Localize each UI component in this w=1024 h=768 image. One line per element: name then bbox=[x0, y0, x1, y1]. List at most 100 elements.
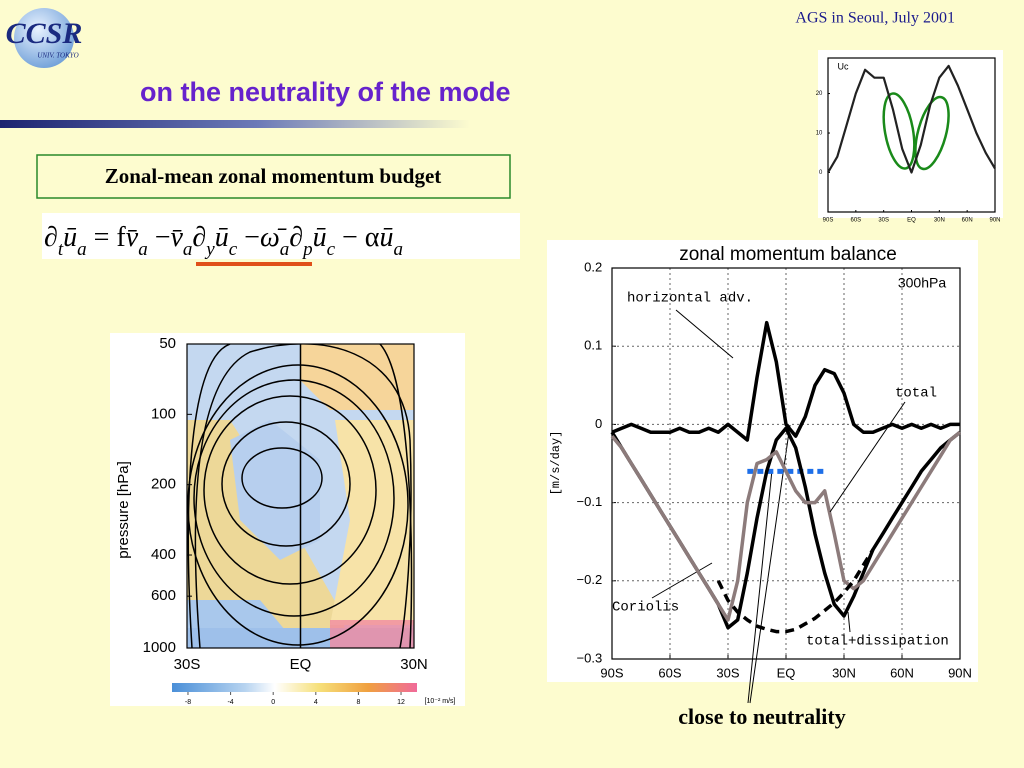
colorbar-tick-label: 12 bbox=[397, 699, 405, 706]
equation-subscript: a bbox=[77, 239, 87, 260]
contours bbox=[187, 344, 413, 648]
series-line bbox=[611, 320, 960, 442]
contour bbox=[194, 344, 412, 648]
equation-subscript: t bbox=[58, 239, 64, 260]
logo-sub: UNIV. TOKYO bbox=[37, 52, 78, 60]
label-box bbox=[36, 154, 511, 199]
y-tick-label: 10 bbox=[816, 131, 823, 137]
equation-bg bbox=[42, 213, 520, 259]
x-tick-label: 90S bbox=[600, 665, 623, 680]
x-tick-label: 30N bbox=[400, 656, 428, 673]
equation-term: v̄ bbox=[170, 222, 183, 253]
box-label: Zonal-mean zonal momentum budget bbox=[105, 164, 442, 188]
y-tick-label: −0.1 bbox=[577, 494, 603, 509]
x-tick-label: 60S bbox=[850, 218, 861, 224]
equation-term: ∂ bbox=[192, 222, 206, 253]
y-axis-label: pressure [hPa] bbox=[115, 461, 132, 559]
equation-term: ū bbox=[215, 222, 229, 253]
equation-subscript: p bbox=[301, 239, 313, 260]
series-line bbox=[610, 430, 962, 622]
colorbar-tick-label: 4 bbox=[314, 699, 318, 706]
x-tick-label: 30N bbox=[934, 218, 945, 224]
x-tick-label: 90S bbox=[823, 218, 834, 224]
field-cool bbox=[230, 420, 320, 560]
y-tick-label: 1000 bbox=[143, 639, 176, 656]
colorbar-unit: [10⁻² m/s] bbox=[425, 698, 456, 705]
logo-globe bbox=[14, 8, 74, 68]
contour bbox=[241, 447, 323, 509]
y-axis-label: Uc bbox=[838, 61, 849, 71]
field-warm bbox=[330, 420, 414, 625]
equation-term: − bbox=[237, 222, 260, 253]
field-warm bbox=[330, 620, 414, 648]
y-tick-label: 0.2 bbox=[584, 259, 602, 274]
y-tick-label: 0 bbox=[819, 170, 823, 176]
x-tick-label: EQ bbox=[777, 665, 796, 680]
equation: ∂tūa = fv̄a −v̄a∂yūc −ω̄a∂pūc − αūa bbox=[44, 222, 403, 259]
equation-term: − α bbox=[335, 222, 380, 253]
equation-term: ū bbox=[379, 222, 393, 253]
x-tick-label: EQ bbox=[907, 218, 916, 224]
y-tick-label: 50 bbox=[159, 335, 176, 352]
y-tick-label: 0.1 bbox=[584, 338, 602, 353]
y-tick-label: 600 bbox=[151, 587, 176, 604]
x-tick-label: 30N bbox=[832, 665, 856, 680]
inset-panel bbox=[818, 50, 1003, 218]
y-tick-label: 200 bbox=[151, 476, 176, 493]
equation-subscript: c bbox=[229, 239, 238, 260]
annotation: close to neutrality bbox=[678, 704, 845, 729]
contour bbox=[379, 344, 413, 648]
equation-subscript: a bbox=[183, 239, 193, 260]
x-tick-label: 90N bbox=[948, 665, 972, 680]
y-tick-label: 400 bbox=[151, 546, 176, 563]
series-line bbox=[716, 548, 875, 634]
equation-subscript: a bbox=[280, 239, 290, 260]
chart-subtitle: 300hPa bbox=[898, 275, 946, 291]
equation-term: ∂ bbox=[289, 222, 303, 253]
plot-frame bbox=[827, 57, 996, 213]
series-label: total bbox=[895, 386, 937, 402]
x-tick-label: 60N bbox=[962, 218, 973, 224]
colorbar-tick-label: 0 bbox=[271, 699, 275, 706]
annotation-pointer bbox=[747, 469, 773, 704]
contour bbox=[221, 421, 351, 547]
series-line bbox=[827, 64, 996, 174]
y-tick-label: −0.2 bbox=[577, 572, 603, 587]
x-tick-label: 60S bbox=[658, 665, 681, 680]
term-underline bbox=[196, 262, 312, 266]
label-pointer bbox=[675, 309, 734, 359]
y-tick-label: −0.3 bbox=[577, 650, 603, 665]
highlight-ellipse bbox=[914, 95, 950, 171]
colorbar-tick-label: -8 bbox=[185, 699, 191, 706]
plot-frame bbox=[611, 267, 961, 660]
equation-term: = f bbox=[87, 222, 127, 253]
logo: CCSR bbox=[6, 17, 83, 50]
equation-term: − bbox=[148, 222, 171, 253]
y-tick-label: 0 bbox=[595, 416, 602, 431]
y-axis-label: [m/s/day] bbox=[549, 431, 563, 496]
label-pointer bbox=[651, 562, 713, 599]
label-pointer bbox=[829, 401, 906, 513]
equation-subscript: a bbox=[393, 239, 403, 260]
y-tick-label: 20 bbox=[816, 91, 823, 97]
conference: AGS in Seoul, July 2001 bbox=[795, 10, 955, 27]
equation-term: v̄ bbox=[126, 222, 139, 253]
equation-subscript: y bbox=[204, 239, 215, 260]
colorbar bbox=[172, 683, 417, 692]
equation-term: ū bbox=[63, 222, 77, 253]
series-label: horizontal adv. bbox=[627, 291, 753, 307]
x-tick-label: 90N bbox=[989, 218, 1000, 224]
x-tick-label: 30S bbox=[878, 218, 889, 224]
equation-subscript: a bbox=[138, 239, 148, 260]
x-tick-label: EQ bbox=[290, 656, 312, 673]
contour bbox=[193, 379, 395, 617]
series-label: Coriolis bbox=[612, 600, 679, 616]
title-rule bbox=[0, 120, 470, 128]
equation-subscript: c bbox=[327, 239, 336, 260]
equation-term: ū bbox=[313, 222, 327, 253]
y-tick-label: 100 bbox=[151, 405, 176, 422]
x-tick-label: 30S bbox=[716, 665, 739, 680]
highlight-ellipse bbox=[882, 92, 916, 170]
